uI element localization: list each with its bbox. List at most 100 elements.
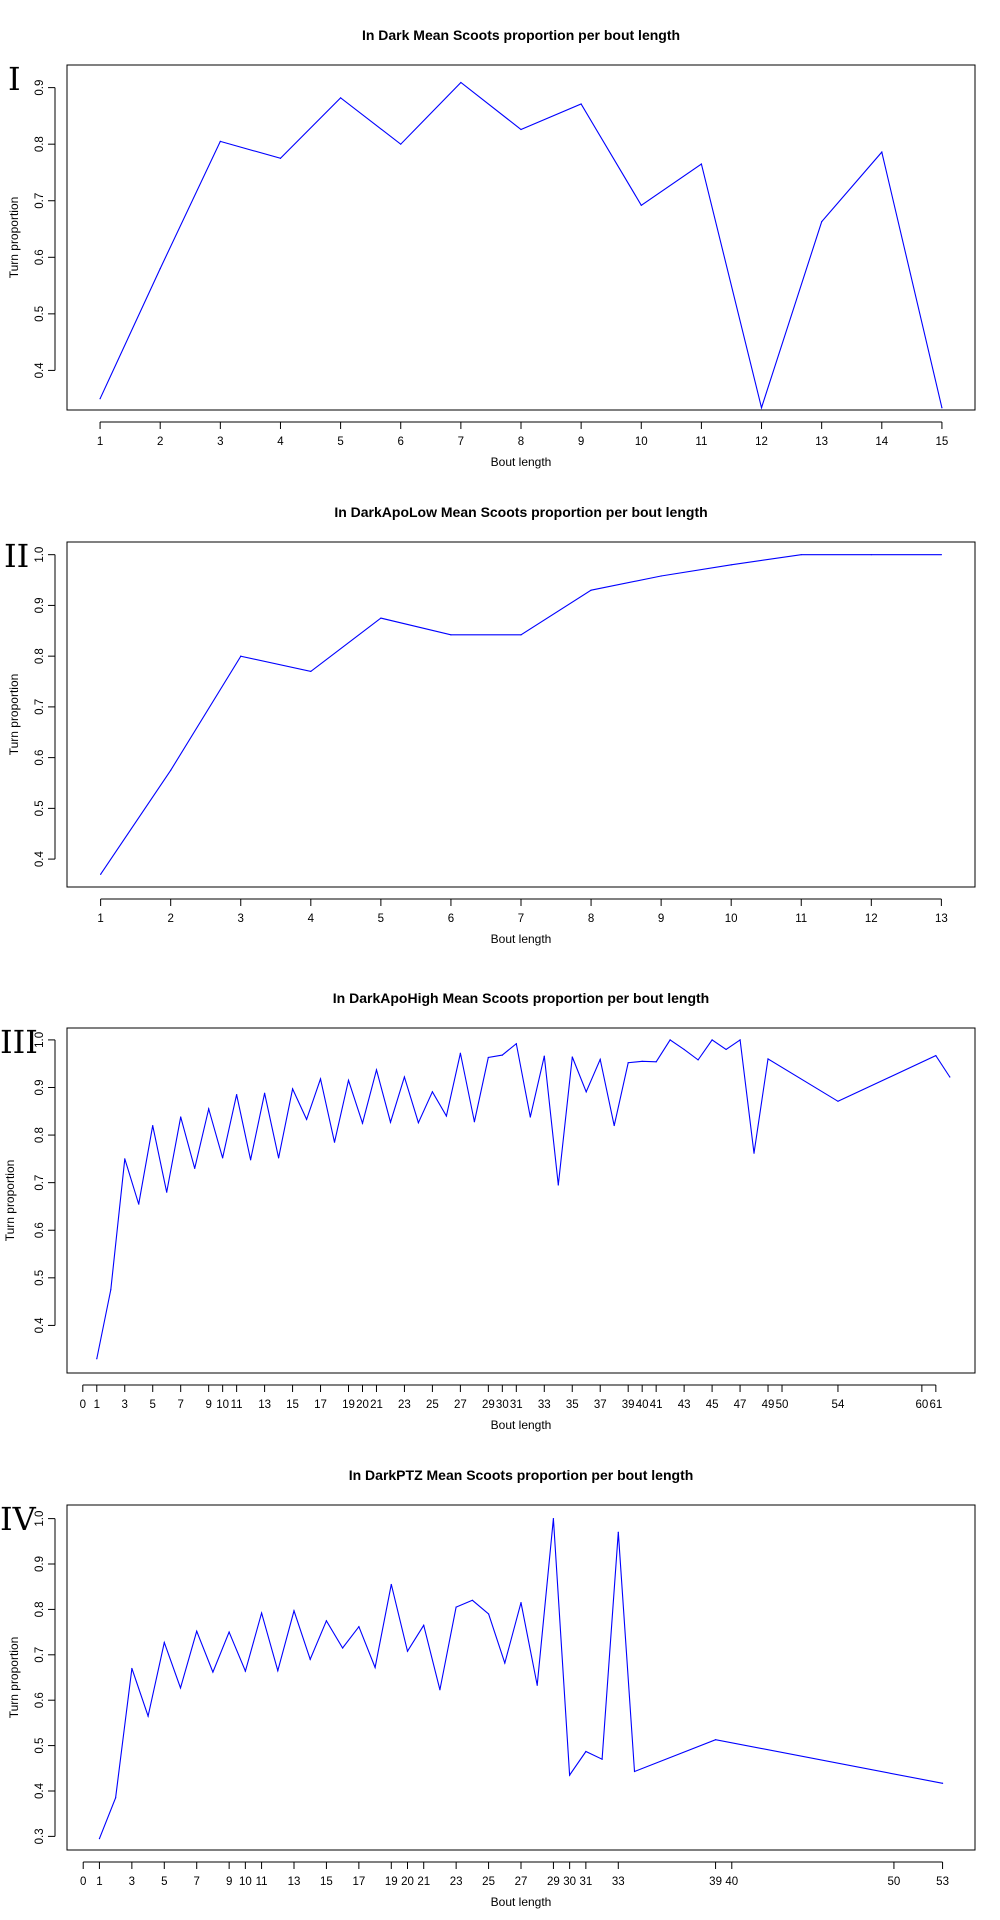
y-tick-label: 0.7 [34,1175,46,1191]
x-tick-label: 39 [622,1399,635,1411]
data-point [170,769,172,771]
data-point [208,1108,210,1110]
data-point [96,1358,98,1360]
data-point [98,1838,101,1840]
data-point [552,1518,555,1520]
data-point [669,1039,671,1041]
data-point [590,589,592,591]
data-point [697,1059,699,1061]
data-point [279,157,282,159]
data-point [212,1671,214,1673]
panel-label: I [8,60,21,98]
series-line [96,1038,951,1359]
x-tick-label: 5 [161,1876,167,1888]
y-tick-label: 0.8 [34,1601,46,1617]
data-point [501,1054,503,1056]
x-axis-label: Bout length [491,455,552,469]
data-point [940,554,942,556]
data-point [760,407,763,409]
x-tick-label: 40 [636,1399,649,1411]
x-tick-label: 17 [314,1399,327,1411]
plot-frame [66,541,976,888]
data-point [613,1124,615,1127]
x-tick-label: 14 [875,436,888,448]
data-point [358,1626,360,1628]
x-tick-label: 30 [496,1399,509,1411]
data-point [179,1687,182,1689]
x-tick-label: 1 [96,1876,102,1888]
chart-panel-4: IV In DarkPTZ Mean Scoots proportion per … [0,1467,976,1909]
chart-panel-3: III In DarkApoHigh Mean Scoots proportion… [0,990,976,1432]
data-point [941,407,943,409]
x-tick-label: 15 [936,436,949,448]
data-point [767,1058,769,1060]
data-point [305,1118,308,1120]
data-point [543,1055,545,1057]
data-point [340,97,342,99]
x-tick-label: 4 [277,436,284,448]
data-point [240,655,242,657]
data-point [504,1662,506,1664]
data-point [163,1641,165,1644]
x-tick-label: 25 [426,1399,439,1411]
x-tick-label: 11 [795,913,807,925]
data-point [725,1048,727,1051]
x-tick-label: 13 [935,913,948,925]
y-axis-label: Turn proportion [7,1637,21,1719]
x-tick-label: 29 [482,1399,495,1411]
data-point [585,1750,587,1753]
chart-panel-2: II In DarkApoLow Mean Scoots proportion p… [4,504,976,946]
x-tick-label: 35 [566,1399,579,1411]
data-point [617,1531,619,1533]
data-point [439,1689,441,1691]
data-point [569,1774,571,1776]
y-tick-label: 0.4 [34,1782,46,1799]
y-tick-label: 0.7 [34,193,46,209]
data-point [536,1684,538,1686]
data-point [236,1094,238,1096]
data-point [455,1606,457,1608]
x-tick-label: 53 [936,1876,949,1888]
data-point [196,1630,198,1632]
data-point [529,1116,531,1118]
x-tick-label: 9 [658,913,664,925]
x-tick-label: 25 [482,1876,495,1888]
x-tick-label: 4 [308,913,315,925]
data-point [244,1670,246,1672]
series-line [99,81,943,410]
x-tick-label: 7 [177,1399,183,1411]
x-tick-label: 13 [288,1876,301,1888]
data-point [400,143,402,145]
chart-title: In DarkApoLow Mean Scoots proportion per… [334,504,707,520]
x-tick-label: 15 [320,1876,333,1888]
x-tick-label: 11 [695,436,707,448]
x-tick-label: 3 [238,913,244,925]
x-tick-label: 10 [725,913,738,925]
x-tick-label: 6 [398,436,404,448]
data-point [277,1157,280,1159]
data-point [406,1650,409,1652]
y-tick-label: 0.6 [34,1692,46,1708]
series-line [100,554,942,875]
x-tick-label: 45 [706,1399,719,1411]
y-tick-label: 0.8 [34,1127,46,1143]
data-point [935,1055,937,1057]
y-tick-label: 1.0 [34,1511,46,1527]
data-point [821,221,823,223]
x-tick-label: 10 [635,436,648,448]
x-tick-label: 21 [417,1876,430,1888]
chart-title: In DarkApoHigh Mean Scoots proportion pe… [333,990,709,1006]
x-tick-label: 20 [356,1399,369,1411]
data-point [319,1078,322,1080]
plot-frame [66,1504,976,1851]
data-point [342,1647,344,1649]
data-point [152,1124,154,1127]
x-tick-label: 10 [239,1876,252,1888]
data-point [601,1758,603,1760]
data-point [100,873,102,875]
data-point [520,1601,522,1604]
x-tick-label: 40 [725,1876,738,1888]
x-tick-label: 8 [588,913,594,925]
data-point [881,151,883,153]
